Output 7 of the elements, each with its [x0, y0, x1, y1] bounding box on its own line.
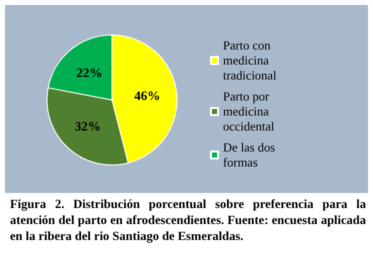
- text: Figura 2. Distribución porcentual sobre preferencia para la atención del parto en afrodescendientes. Fuente: encuesta aplicada en la ribera del rio Santiago de Esmeraldas.: [10, 196, 366, 244]
- legend-label: Parto por medicina occidental: [223, 90, 275, 134]
- data-label: 46%: [134, 88, 160, 104]
- data-label: 32%: [74, 118, 101, 134]
- legend-label: De las dos formas: [223, 140, 278, 170]
- legend-label: Parto con medicina tradicional: [223, 38, 277, 82]
- data-label: 22%: [76, 65, 102, 80]
